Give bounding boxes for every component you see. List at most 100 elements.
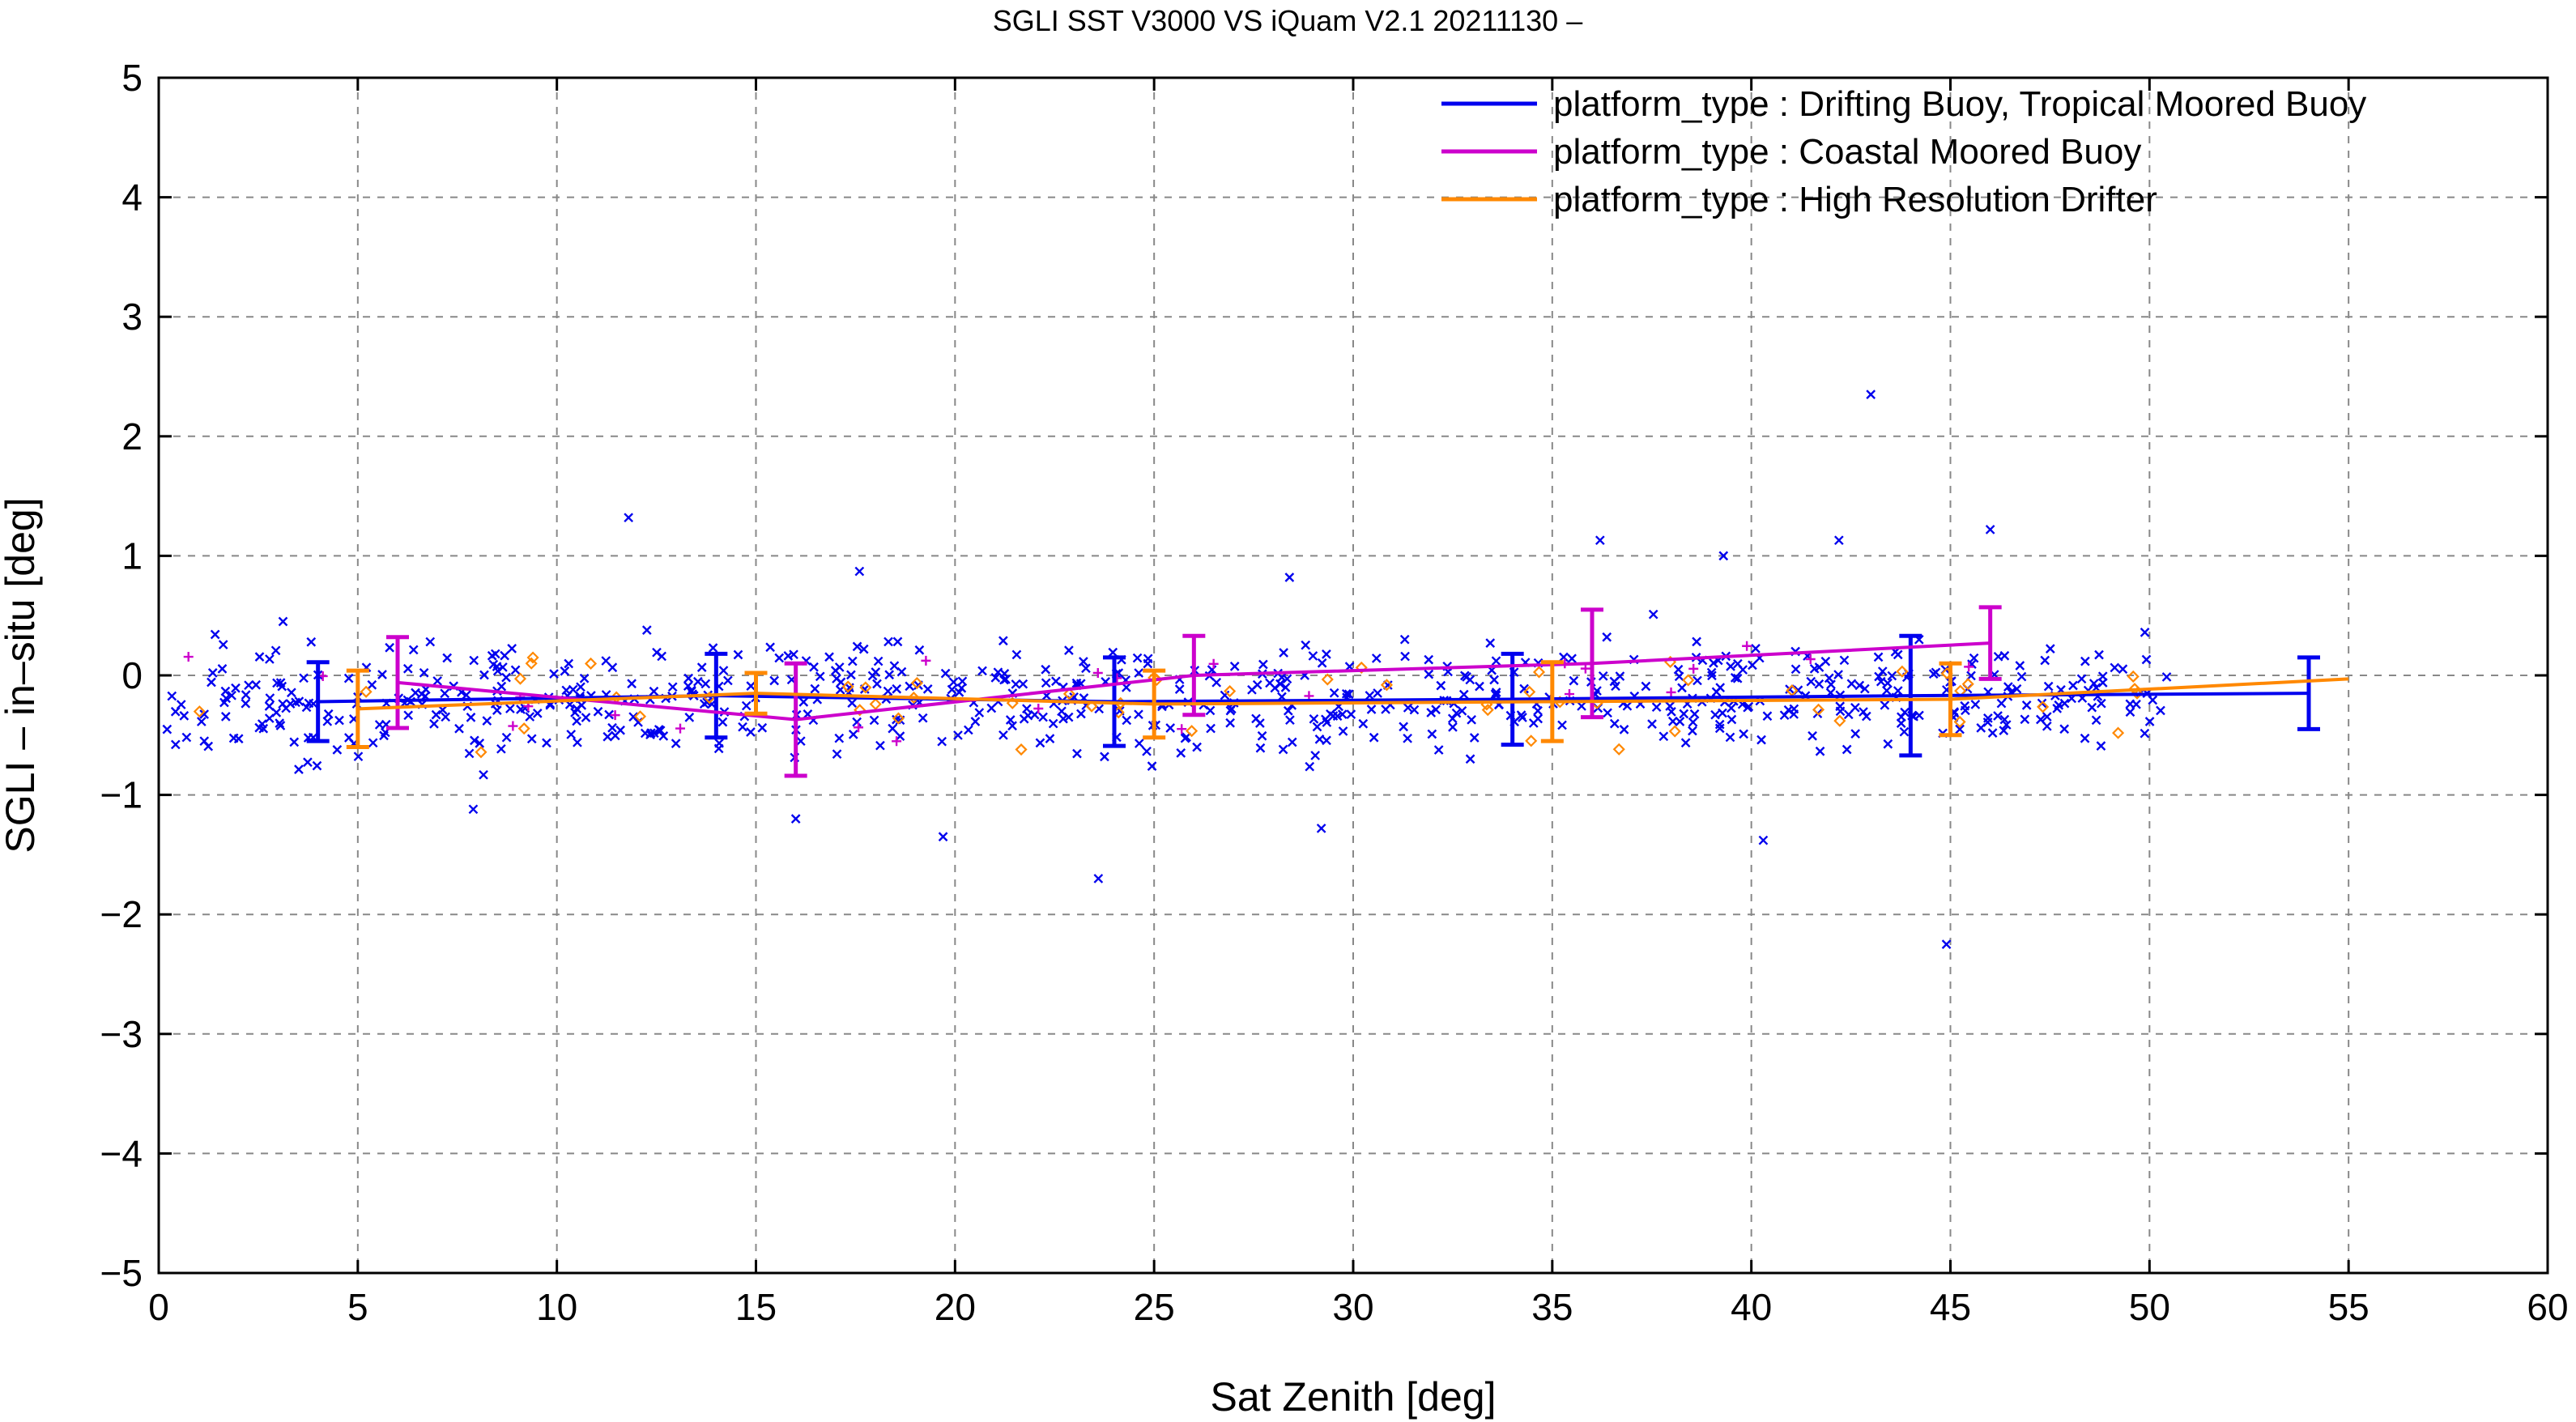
data-point xyxy=(2110,662,2120,673)
data-point xyxy=(2094,649,2104,660)
data-point xyxy=(1085,700,1098,713)
data-point xyxy=(1833,714,1846,727)
data-point xyxy=(892,683,902,694)
data-point xyxy=(1689,709,1700,719)
data-point xyxy=(1285,715,1295,726)
data-point xyxy=(1730,673,1740,683)
data-point xyxy=(1833,670,1843,679)
data-point xyxy=(1815,746,1825,756)
data-point xyxy=(1679,709,1689,719)
data-point xyxy=(2112,726,2125,739)
data-point xyxy=(884,636,893,647)
data-point xyxy=(718,666,729,675)
data-point xyxy=(1598,671,1608,681)
data-point xyxy=(896,666,907,677)
data-point xyxy=(667,682,678,692)
data-point xyxy=(576,682,585,692)
data-point xyxy=(1011,679,1021,689)
data-point xyxy=(1100,751,1109,762)
data-point xyxy=(2148,695,2158,705)
data-point xyxy=(1355,661,1368,674)
data-point xyxy=(265,693,275,703)
data-point xyxy=(832,749,842,760)
data-point xyxy=(1756,734,1766,745)
data-point xyxy=(1122,715,1132,726)
data-point xyxy=(1877,666,1888,676)
data-point xyxy=(1225,717,1235,728)
data-point xyxy=(1874,671,1884,682)
data-point xyxy=(1826,679,1836,690)
data-point xyxy=(1751,644,1761,654)
data-point xyxy=(1806,676,1816,687)
data-point xyxy=(1677,683,1687,693)
y-tick-label: −2 xyxy=(100,893,143,935)
data-point xyxy=(207,677,216,688)
x-tick-label: 10 xyxy=(536,1286,577,1328)
data-point xyxy=(1931,667,1941,678)
data-point xyxy=(1577,701,1586,711)
data-point xyxy=(1431,705,1441,715)
data-point xyxy=(353,751,364,762)
data-point xyxy=(1714,723,1725,734)
y-tick-label: −1 xyxy=(100,774,143,816)
outlier-point xyxy=(1842,744,1852,755)
data-point xyxy=(2161,672,2172,682)
data-point xyxy=(746,727,756,737)
outlier-point xyxy=(1833,535,1844,546)
data-point xyxy=(469,655,479,666)
data-point xyxy=(1824,673,1834,683)
data-point xyxy=(479,769,488,780)
data-point xyxy=(1518,713,1527,722)
data-point xyxy=(1257,730,1267,741)
data-point xyxy=(360,685,373,698)
data-point xyxy=(641,625,652,635)
data-point xyxy=(431,709,441,720)
outlier-point xyxy=(1866,390,1876,399)
data-point xyxy=(774,653,785,663)
data-point xyxy=(1458,689,1469,700)
data-point xyxy=(1338,726,1348,736)
data-point xyxy=(1861,711,1871,722)
data-point xyxy=(210,629,220,640)
data-point xyxy=(627,679,637,689)
data-point xyxy=(516,705,526,714)
data-point xyxy=(1165,723,1176,733)
data-point xyxy=(377,670,387,679)
data-point xyxy=(671,739,681,748)
data-point xyxy=(2080,656,2090,666)
data-point xyxy=(1132,653,1143,663)
data-point xyxy=(921,655,931,666)
data-point xyxy=(2068,680,2078,691)
data-point xyxy=(1252,679,1262,690)
outlier-point xyxy=(938,832,948,842)
data-point xyxy=(179,711,189,721)
data-point xyxy=(1807,730,1817,741)
data-point xyxy=(1035,738,1045,748)
data-point xyxy=(875,740,885,751)
data-point xyxy=(1192,742,1202,752)
y-tick-label: 2 xyxy=(121,415,143,458)
data-point xyxy=(1265,678,1275,688)
data-point xyxy=(834,733,845,743)
data-point xyxy=(1525,734,1538,747)
data-point xyxy=(408,645,419,655)
data-point xyxy=(1882,685,1892,696)
data-point xyxy=(602,731,613,742)
data-point xyxy=(1668,725,1681,738)
data-point xyxy=(954,688,964,697)
x-tick-label: 60 xyxy=(2527,1286,2568,1328)
data-point xyxy=(1489,675,1499,685)
data-point xyxy=(271,708,282,717)
data-point xyxy=(1064,645,1074,655)
data-point xyxy=(1176,748,1186,758)
data-point xyxy=(301,702,312,713)
data-point xyxy=(1041,664,1051,675)
data-point xyxy=(475,746,488,759)
data-point xyxy=(738,722,747,732)
data-point xyxy=(854,722,864,733)
data-point xyxy=(2015,661,2025,671)
data-point xyxy=(2156,705,2165,716)
data-point xyxy=(1019,713,1029,724)
data-point xyxy=(974,708,985,717)
